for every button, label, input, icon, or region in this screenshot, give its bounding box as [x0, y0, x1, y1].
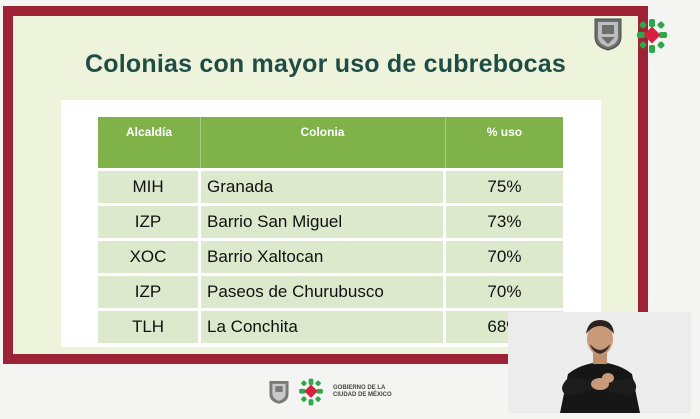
- table-row: IZP Barrio San Miguel 73%: [98, 206, 563, 238]
- cell-uso: 73%: [445, 206, 563, 238]
- cell-alcaldia: IZP: [98, 206, 202, 238]
- cell-colonia: La Conchita: [201, 311, 446, 343]
- cell-colonia: Granada: [201, 171, 446, 203]
- table-card: Alcaldía Colonia % uso MIH Granada 75% I…: [61, 100, 601, 347]
- cell-alcaldia: TLH: [98, 311, 202, 343]
- interpreter-figure: [508, 312, 691, 413]
- cdmx-coat-of-arms-icon: [594, 18, 622, 51]
- cell-uso: 70%: [445, 241, 563, 273]
- cell-colonia: Paseos de Churubusco: [201, 276, 446, 308]
- column-header-colonia: Colonia: [201, 117, 446, 168]
- cell-colonia: Barrio Xaltocan: [201, 241, 446, 273]
- cell-uso: 75%: [445, 171, 563, 203]
- table-row: IZP Paseos de Churubusco 70%: [98, 276, 563, 308]
- cell-alcaldia: IZP: [98, 276, 202, 308]
- cell-alcaldia: MIH: [98, 171, 202, 203]
- sign-language-interpreter-video: [508, 312, 691, 413]
- table-row: TLH La Conchita 68%: [98, 311, 563, 343]
- table-row: XOC Barrio Xaltocan 70%: [98, 241, 563, 273]
- presentation-slide: Colonias con mayor uso de cubrebocas Alc…: [13, 16, 638, 354]
- column-header-alcaldia: Alcaldía: [98, 117, 202, 168]
- footer-line-1: GOBIERNO DE LA: [333, 385, 386, 391]
- slide-title: Colonias con mayor uso de cubrebocas: [85, 50, 566, 78]
- cell-alcaldia: XOC: [98, 241, 202, 273]
- table-row: MIH Granada 75%: [98, 171, 563, 203]
- footer-line-2: CIUDAD DE MÉXICO: [333, 392, 392, 398]
- cdmx-flower-logo-icon: [637, 19, 667, 53]
- colonias-table: Alcaldía Colonia % uso MIH Granada 75% I…: [98, 114, 563, 346]
- cdmx-coat-of-arms-icon: [269, 381, 289, 404]
- table-header-row: Alcaldía Colonia % uso: [98, 117, 563, 168]
- presentation-slide-frame: Colonias con mayor uso de cubrebocas Alc…: [3, 6, 648, 364]
- cell-colonia: Barrio San Miguel: [201, 206, 446, 238]
- cdmx-flower-logo-icon: [299, 378, 323, 406]
- cell-uso: 70%: [445, 276, 563, 308]
- column-header-uso: % uso: [445, 117, 563, 168]
- footer-government-name: GOBIERNO DE LA CIUDAD DE MÉXICO: [333, 385, 392, 399]
